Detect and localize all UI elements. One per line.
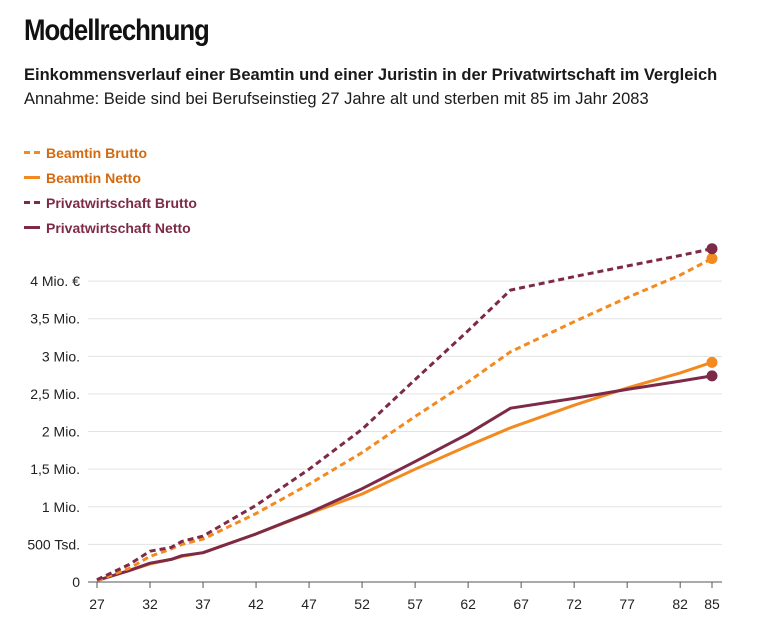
legend-item-beamtin-netto: Beamtin Netto <box>24 165 197 190</box>
legend-item-beamtin-brutto: Beamtin Brutto <box>24 140 197 165</box>
x-tick-label: 85 <box>704 596 720 612</box>
legend-label: Beamtin Brutto <box>46 144 148 161</box>
x-tick-label: 57 <box>407 596 423 612</box>
series-line-privatwirtschaft-netto <box>96 374 713 582</box>
x-tick-label: 32 <box>142 596 158 612</box>
legend-swatch-solid-orange <box>24 176 40 179</box>
y-tick-label: 1 Mio. <box>42 499 80 515</box>
subtitle-bold: Einkommensverlauf einer Beamtin und eine… <box>24 66 718 84</box>
y-tick-label: 0 <box>72 574 80 590</box>
end-point-privatwirtschaft-brutto <box>706 243 718 255</box>
legend-label: Privatwirtschaft Brutto <box>46 194 197 211</box>
legend-item-privatwirtschaft-brutto: Privatwirtschaft Brutto <box>24 190 197 215</box>
x-tick-label: 82 <box>672 596 688 612</box>
x-tick-label: 77 <box>619 596 635 612</box>
end-point-privatwirtschaft-netto <box>706 370 718 382</box>
subtitle-note: Annahme: Beide sind bei Berufseinstieg 2… <box>24 90 649 108</box>
legend-swatch-dashed-maroon <box>24 201 40 204</box>
y-tick-label: 2,5 Mio. <box>30 386 80 402</box>
series-line-privatwirtschaft-brutto <box>96 247 713 582</box>
x-tick-label: 72 <box>566 596 582 612</box>
legend: Beamtin Brutto Beamtin Netto Privatwirts… <box>24 140 197 240</box>
end-point-beamtin-brutto <box>706 253 718 265</box>
y-tick-label: 500 Tsd. <box>27 536 80 552</box>
y-tick-label: 1,5 Mio. <box>30 461 80 477</box>
chart-subtitle: Einkommensverlauf einer Beamtin und eine… <box>24 63 734 111</box>
legend-label: Beamtin Netto <box>46 169 141 186</box>
line-chart: 0 500 Tsd. 1 Mio. 1,5 Mio. 2 Mio. 2,5 Mio. 3 M… <box>27 243 722 612</box>
y-tick-label: 3 Mio. <box>42 348 80 364</box>
y-tick-label: 2 Mio. <box>42 424 80 440</box>
legend-swatch-dashed-orange <box>24 151 40 154</box>
y-tick-label: 3,5 Mio. <box>30 311 80 327</box>
legend-item-privatwirtschaft-netto: Privatwirtschaft Netto <box>24 215 197 240</box>
chart-title: Modellrechnung <box>24 14 210 47</box>
legend-swatch-solid-maroon <box>24 226 40 229</box>
series-line-beamtin-brutto <box>96 257 713 582</box>
end-point-beamtin-netto <box>706 356 718 368</box>
y-tick-label: 4 Mio. € <box>30 273 80 289</box>
x-tick-label: 27 <box>89 596 105 612</box>
x-tick-label: 62 <box>460 596 476 612</box>
x-tick-label: 37 <box>195 596 211 612</box>
x-tick-label: 47 <box>301 596 317 612</box>
series-line-beamtin-netto <box>96 360 713 582</box>
x-tick-label: 42 <box>248 596 264 612</box>
x-tick-label: 52 <box>354 596 370 612</box>
legend-label: Privatwirtschaft Netto <box>46 219 191 236</box>
x-tick-label: 67 <box>513 596 529 612</box>
